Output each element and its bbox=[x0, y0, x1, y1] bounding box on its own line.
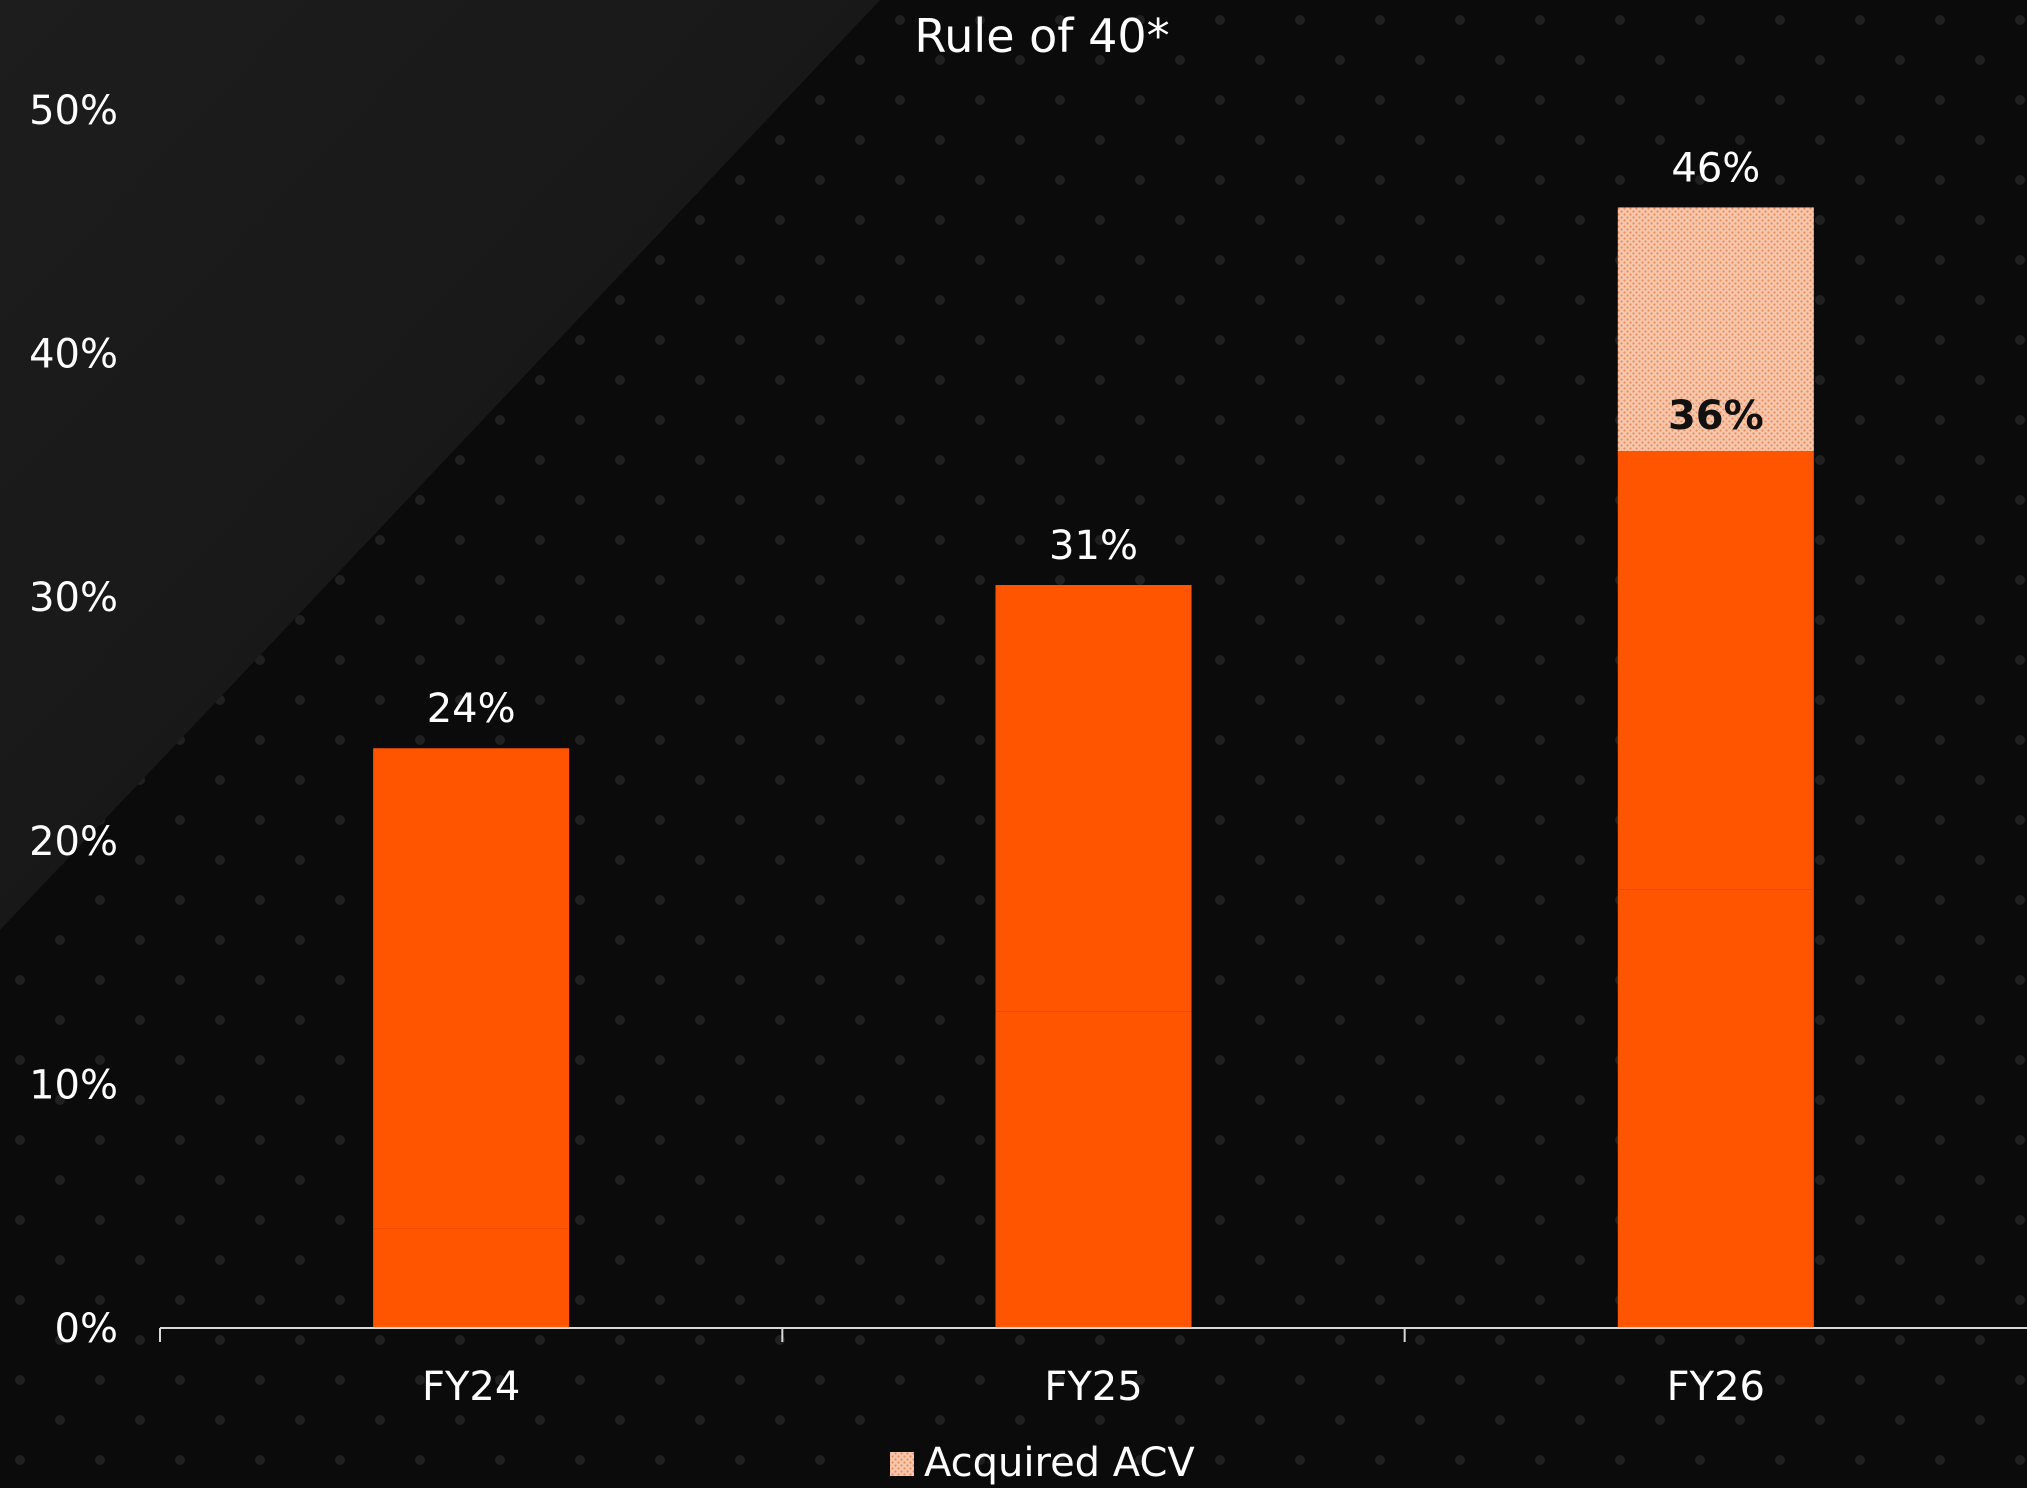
data-label-organic-fy26: 36% bbox=[1668, 393, 1764, 439]
x-tick-label-fy26: FY26 bbox=[1667, 1364, 1765, 1410]
legend-swatch-acquired-acv bbox=[890, 1452, 914, 1476]
y-tick-label: 10% bbox=[29, 1062, 118, 1108]
bar-fy25-segment-1 bbox=[995, 1011, 1192, 1328]
data-label-total-fy25: 31% bbox=[1049, 523, 1138, 569]
background-diagonal-shade bbox=[0, 0, 880, 930]
bar-fy25-segment-2 bbox=[995, 585, 1192, 1012]
y-tick-label: 50% bbox=[29, 88, 118, 134]
x-tick-label-fy25: FY25 bbox=[1044, 1364, 1142, 1410]
chart-title: Rule of 40* bbox=[914, 9, 1169, 63]
x-tick-label-fy24: FY24 bbox=[422, 1364, 520, 1410]
bar-fy26-segment-3 bbox=[1617, 207, 1814, 452]
y-tick-label: 20% bbox=[29, 819, 118, 865]
y-tick-label: 30% bbox=[29, 575, 118, 621]
bar-fy24-segment-1 bbox=[373, 1228, 570, 1328]
data-label-total-fy24: 24% bbox=[427, 686, 516, 732]
x-axis: FY24 FY25 FY26 bbox=[159, 1327, 2027, 1410]
bar-fy26-segment-2 bbox=[1617, 451, 1814, 890]
legend: Acquired ACV bbox=[890, 1440, 1195, 1486]
y-axis: 0% 10% 20% 30% 40% 50% bbox=[29, 88, 118, 1352]
bars: 24% 31% 46% 36% bbox=[373, 145, 1814, 1328]
bar-fy26-segment-1 bbox=[1617, 889, 1814, 1328]
data-label-total-fy26: 46% bbox=[1671, 145, 1760, 191]
legend-label-acquired-acv: Acquired ACV bbox=[924, 1440, 1195, 1486]
y-tick-label: 40% bbox=[29, 332, 118, 378]
bar-fy24-segment-2 bbox=[373, 748, 570, 1229]
y-tick-label: 0% bbox=[55, 1306, 118, 1352]
